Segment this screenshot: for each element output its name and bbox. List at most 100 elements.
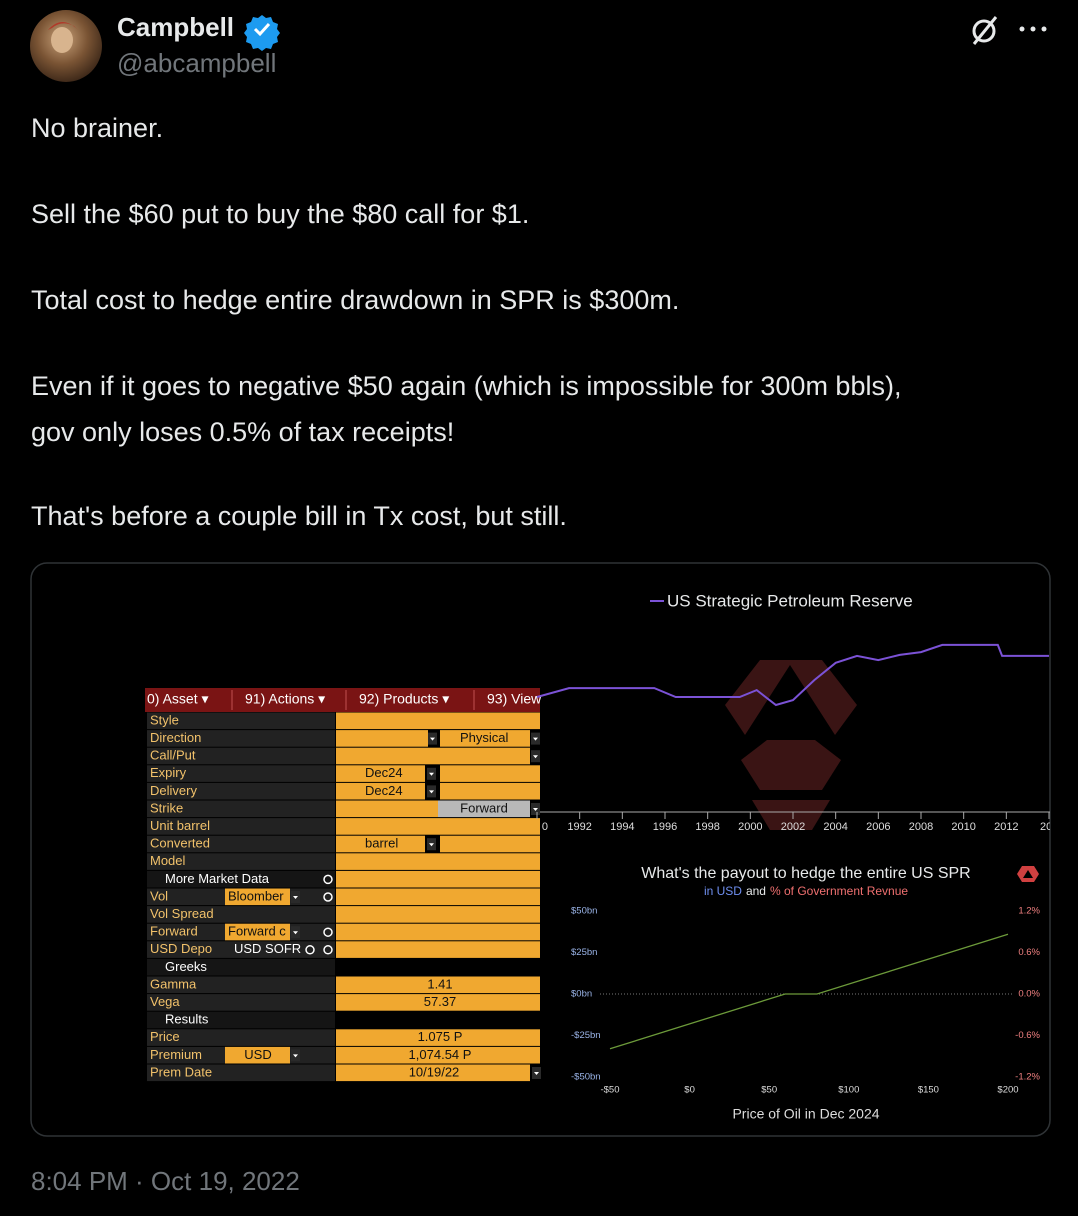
field-value: 1,074.54 P bbox=[409, 1047, 472, 1062]
subtitle-part: % of Government Revnue bbox=[770, 884, 908, 898]
row-label: Style bbox=[150, 712, 179, 727]
refresh-icon bbox=[323, 927, 333, 937]
row-label-bg bbox=[147, 765, 335, 782]
y-tick-label: $25bn bbox=[571, 947, 597, 958]
x-tick-label: 1998 bbox=[695, 821, 719, 833]
field-value: 10/19/22 bbox=[409, 1064, 460, 1079]
field-bg bbox=[336, 1064, 530, 1082]
field-bg bbox=[336, 730, 428, 747]
field-value: Dec24 bbox=[365, 765, 403, 780]
row-label: Direction bbox=[150, 730, 201, 745]
row-label: Strike bbox=[150, 800, 183, 815]
menu-item: 0) Asset ▾ bbox=[147, 691, 209, 707]
row-label-bg bbox=[147, 730, 335, 747]
field-bg bbox=[225, 888, 290, 906]
dropdown-arrow bbox=[429, 843, 434, 847]
y2-tick-label: 1.2% bbox=[1018, 906, 1040, 917]
x-tick-label: 1992 bbox=[567, 821, 591, 833]
field-value: USD bbox=[244, 1047, 271, 1062]
dropdown-arrow bbox=[293, 1054, 298, 1058]
x-tick-label: 2004 bbox=[823, 821, 847, 833]
row-label-bg bbox=[147, 1064, 335, 1082]
field-bg bbox=[440, 835, 540, 853]
x-tick-label: 2012 bbox=[994, 821, 1018, 833]
field-bg bbox=[336, 818, 540, 835]
y-tick-label: $50bn bbox=[571, 906, 597, 917]
payout-line bbox=[609, 933, 1009, 1050]
x-tick-label: 2008 bbox=[909, 821, 933, 833]
dropdown-arrow bbox=[293, 896, 298, 899]
field-value: Forward c bbox=[228, 924, 286, 939]
y2-tick-label: 0.0% bbox=[1018, 989, 1040, 1000]
x-tick-label: 1994 bbox=[610, 821, 634, 833]
row-label: Converted bbox=[150, 836, 210, 851]
field-bg bbox=[440, 730, 530, 747]
chart-subtitle: in USD and % of Government Revnue bbox=[704, 884, 908, 898]
terminal-panel: 0) Asset ▾ 91) Actions ▾ 92) Products ▾ 93)… bbox=[145, 686, 542, 1096]
x-tick-label: $100 bbox=[838, 1085, 859, 1096]
media[interactable]: 0) Asset ▾ 91) Actions ▾ 92) Products ▾ 93)… bbox=[30, 562, 1052, 1137]
y-tick-label: -$25bn bbox=[571, 1030, 601, 1041]
dropdown-arrow bbox=[533, 808, 538, 811]
spr-line bbox=[536, 643, 1049, 707]
row-label-bg bbox=[147, 1011, 335, 1029]
field-bg bbox=[438, 800, 530, 818]
row-label-bg bbox=[147, 800, 335, 818]
row-label: Vol bbox=[150, 888, 168, 903]
y2-tick-label: 0.6% bbox=[1018, 947, 1040, 958]
field-bg bbox=[336, 765, 425, 782]
field-bg bbox=[440, 782, 540, 800]
x-tick-label: 20 bbox=[1040, 821, 1052, 833]
row-label-bg bbox=[147, 941, 335, 958]
row-label: Expiry bbox=[150, 765, 187, 780]
refresh-icon bbox=[323, 945, 333, 955]
refresh-icon bbox=[323, 874, 333, 885]
row-label-bg bbox=[147, 818, 335, 835]
x-tick-label: 2010 bbox=[951, 821, 975, 833]
row-label-bg bbox=[147, 958, 335, 976]
x-tick-label: $150 bbox=[918, 1085, 939, 1096]
row-label-bg bbox=[147, 712, 335, 730]
tweet-line: Total cost to hedge entire drawdown in S… bbox=[31, 285, 679, 315]
tweet-line: That's before a couple bill in Tx cost, … bbox=[31, 501, 567, 531]
row-label: Premium bbox=[150, 1047, 202, 1062]
x-tick-label: -$50 bbox=[600, 1085, 619, 1096]
y-tick-label: $0bn bbox=[571, 989, 592, 1000]
field-bg bbox=[336, 994, 540, 1011]
y-tick-label: -$50bn bbox=[571, 1072, 601, 1083]
dropdown-arrow bbox=[533, 755, 538, 759]
dropdown-arrow bbox=[293, 931, 298, 935]
field-bg bbox=[336, 747, 530, 765]
x-tick-label: 2000 bbox=[738, 821, 762, 833]
chart-title: What's the payout to hedge the entire US… bbox=[641, 865, 970, 882]
x-tick-label: 1996 bbox=[653, 821, 677, 833]
grok-icon[interactable] bbox=[972, 16, 998, 45]
tweet-line: No brainer. bbox=[31, 113, 163, 143]
dropdown-arrow bbox=[429, 772, 434, 776]
y2-tick-label: -0.6% bbox=[1015, 1030, 1040, 1041]
section-header: Greeks bbox=[165, 959, 207, 974]
row-label-bg bbox=[147, 1029, 335, 1046]
x-tick-label: $0 bbox=[684, 1085, 695, 1096]
subtitle-part: in USD bbox=[704, 884, 742, 898]
field-bg bbox=[336, 782, 425, 800]
row-label-bg bbox=[147, 835, 335, 853]
tweet-line: gov only loses 0.5% of tax receipts! bbox=[31, 417, 454, 447]
field-bg bbox=[225, 1046, 290, 1064]
more-menu[interactable] bbox=[1019, 26, 1047, 32]
x-axis-label: Price of Oil in Dec 2024 bbox=[732, 1106, 879, 1122]
x-tick-label: 2002 bbox=[781, 821, 805, 833]
row-label-bg bbox=[147, 906, 335, 923]
x-tick-label: 2006 bbox=[866, 821, 890, 833]
dropdown-arrow bbox=[430, 737, 435, 741]
author-name[interactable]: Campbell bbox=[117, 12, 234, 42]
field-bg bbox=[336, 835, 425, 853]
field-bg bbox=[336, 888, 540, 906]
author-handle[interactable]: @abcampbell bbox=[117, 48, 276, 78]
timestamp[interactable]: 8:04 PM · Oct 19, 2022 bbox=[31, 1166, 300, 1196]
section-header: Results bbox=[165, 1012, 209, 1027]
dropdown-arrow bbox=[429, 790, 434, 794]
row-label: Model bbox=[150, 853, 186, 868]
tweet-line: Sell the $60 put to buy the $80 call for… bbox=[31, 199, 529, 229]
